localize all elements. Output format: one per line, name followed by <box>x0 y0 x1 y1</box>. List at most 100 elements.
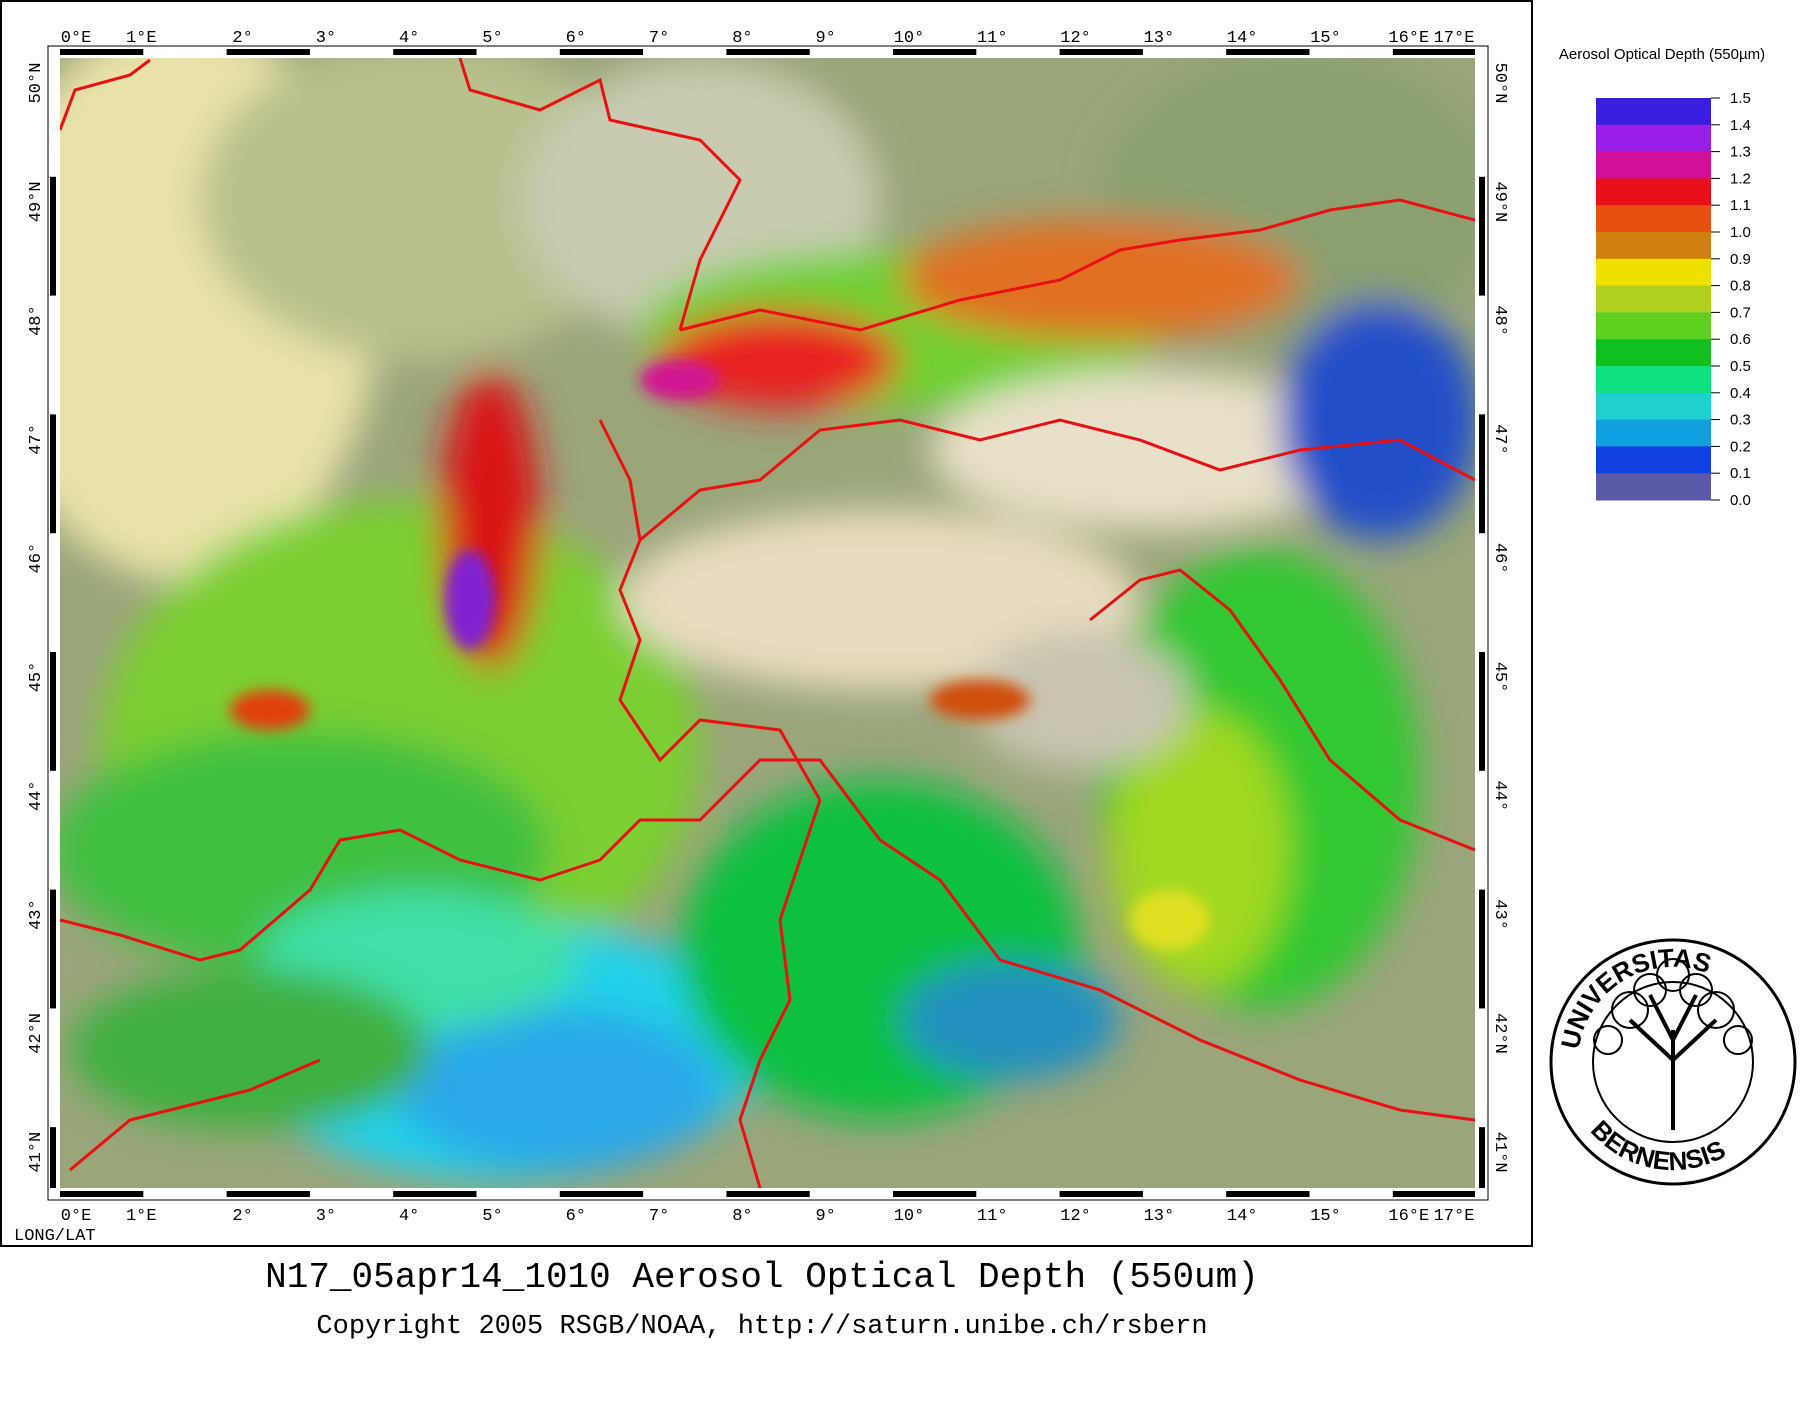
lon-label: 12° <box>1060 1207 1091 1226</box>
footer-copyright: Copyright 2005 RSGB/NOAA, http://saturn.… <box>316 1312 1207 1342</box>
axis-bar <box>60 49 144 55</box>
lon-label: 3° <box>316 1207 336 1226</box>
legend-label: 0.9 <box>1730 251 1751 268</box>
lon-label: 5° <box>482 1207 502 1226</box>
legend-label: 0.6 <box>1730 331 1751 348</box>
lon-label: 14° <box>1227 29 1258 48</box>
lat-label: 43° <box>1490 899 1509 930</box>
lon-label: 1°E <box>126 29 157 48</box>
lon-label: 6° <box>566 1207 586 1226</box>
lat-label: 50°N <box>27 63 46 104</box>
legend-label: 1.3 <box>1730 144 1751 161</box>
lon-label: 13° <box>1144 1207 1175 1226</box>
axis-bar <box>1479 889 1485 1009</box>
lon-label: 13° <box>1144 29 1175 48</box>
legend-label: 0.7 <box>1730 304 1751 321</box>
axis-bar <box>50 889 56 1009</box>
legend-label: 0.2 <box>1730 438 1751 455</box>
lon-label: 0°E <box>61 1207 92 1226</box>
axis-bar <box>60 1191 144 1197</box>
axis-bar <box>1479 1127 1485 1188</box>
lon-label: 3° <box>316 29 336 48</box>
legend-swatch <box>1596 446 1711 474</box>
axis-bar <box>50 414 56 534</box>
footer-title: N17_05apr14_1010 Aerosol Optical Depth (… <box>265 1257 1259 1298</box>
legend-label: 0.1 <box>1730 465 1751 482</box>
lat-label: 50°N <box>1490 63 1509 104</box>
legend-swatch <box>1596 258 1711 287</box>
corner-label: LONG/LAT <box>14 1227 96 1246</box>
axis-bar <box>50 176 56 296</box>
lat-label: 42°N <box>1490 1013 1509 1054</box>
axis-bar <box>1059 49 1143 55</box>
legend-swatch <box>1596 98 1711 126</box>
lon-label: 17°E <box>1434 1207 1475 1226</box>
axis-bar <box>1392 1191 1475 1197</box>
lon-label: 4° <box>399 29 419 48</box>
lon-label: 9° <box>815 1207 835 1226</box>
axis-bar <box>559 1191 644 1197</box>
axis-bar <box>393 1191 477 1197</box>
lon-label: 11° <box>977 29 1008 48</box>
lon-label: 5° <box>482 29 502 48</box>
lat-label: 48° <box>27 305 46 336</box>
lon-label: 10° <box>894 1207 925 1226</box>
legend-swatch <box>1596 232 1711 260</box>
lat-label: 44° <box>1490 780 1509 811</box>
lon-label: 11° <box>977 1207 1008 1226</box>
axis-bar <box>1059 1191 1143 1197</box>
lon-label: 2° <box>232 1207 252 1226</box>
legend-swatch <box>1596 392 1711 421</box>
lat-label: 49°N <box>27 181 46 222</box>
legend-label: 1.1 <box>1730 197 1751 214</box>
legend-label: 1.2 <box>1730 170 1751 187</box>
lon-label: 16°E <box>1388 29 1429 48</box>
axis-bar <box>559 49 644 55</box>
lat-label: 44° <box>27 780 46 811</box>
lon-label: 7° <box>649 1207 669 1226</box>
axis-bar <box>50 652 56 771</box>
axis-bar <box>50 1127 56 1188</box>
axis-bar <box>1226 1191 1310 1197</box>
axis-bar <box>1479 176 1485 296</box>
axis-bar <box>726 49 810 55</box>
lon-label: 8° <box>732 29 752 48</box>
lon-label: 8° <box>732 1207 752 1226</box>
lat-label: 45° <box>1490 662 1509 693</box>
lat-label: 45° <box>27 662 46 693</box>
axis-bar <box>893 1191 977 1197</box>
legend-swatch <box>1596 312 1711 340</box>
legend-swatch <box>1596 285 1711 313</box>
lat-label: 47° <box>27 424 46 455</box>
lat-label: 46° <box>27 543 46 574</box>
legend-swatch <box>1596 339 1711 367</box>
legend-label: 0.0 <box>1730 492 1751 509</box>
legend-swatch <box>1596 124 1711 153</box>
axis-bar <box>393 49 477 55</box>
legend-label: 0.8 <box>1730 278 1751 295</box>
axis-bar <box>1392 49 1475 55</box>
axis-bar <box>226 49 310 55</box>
lon-label: 16°E <box>1388 1207 1429 1226</box>
lat-label: 48° <box>1490 305 1509 336</box>
lon-label: 15° <box>1310 29 1341 48</box>
legend-swatch <box>1596 151 1711 179</box>
axis-bar <box>726 1191 810 1197</box>
lon-label: 15° <box>1310 1207 1341 1226</box>
borders <box>60 58 1475 1188</box>
lon-label: 4° <box>399 1207 419 1226</box>
axis-bar <box>893 49 977 55</box>
legend-label: 0.5 <box>1730 358 1751 375</box>
lat-label: 47° <box>1490 424 1509 455</box>
legend-label: 0.4 <box>1730 385 1751 402</box>
seal: UNIVERSITAS BERNENSIS <box>1549 938 1797 1186</box>
lon-label: 17°E <box>1434 29 1475 48</box>
legend-swatch <box>1596 178 1711 206</box>
lon-label: 2° <box>232 29 252 48</box>
lat-label: 41°N <box>1490 1132 1509 1173</box>
axis-box <box>47 45 1489 1201</box>
legend-label: 1.4 <box>1730 117 1751 134</box>
legend-swatch <box>1596 205 1711 233</box>
